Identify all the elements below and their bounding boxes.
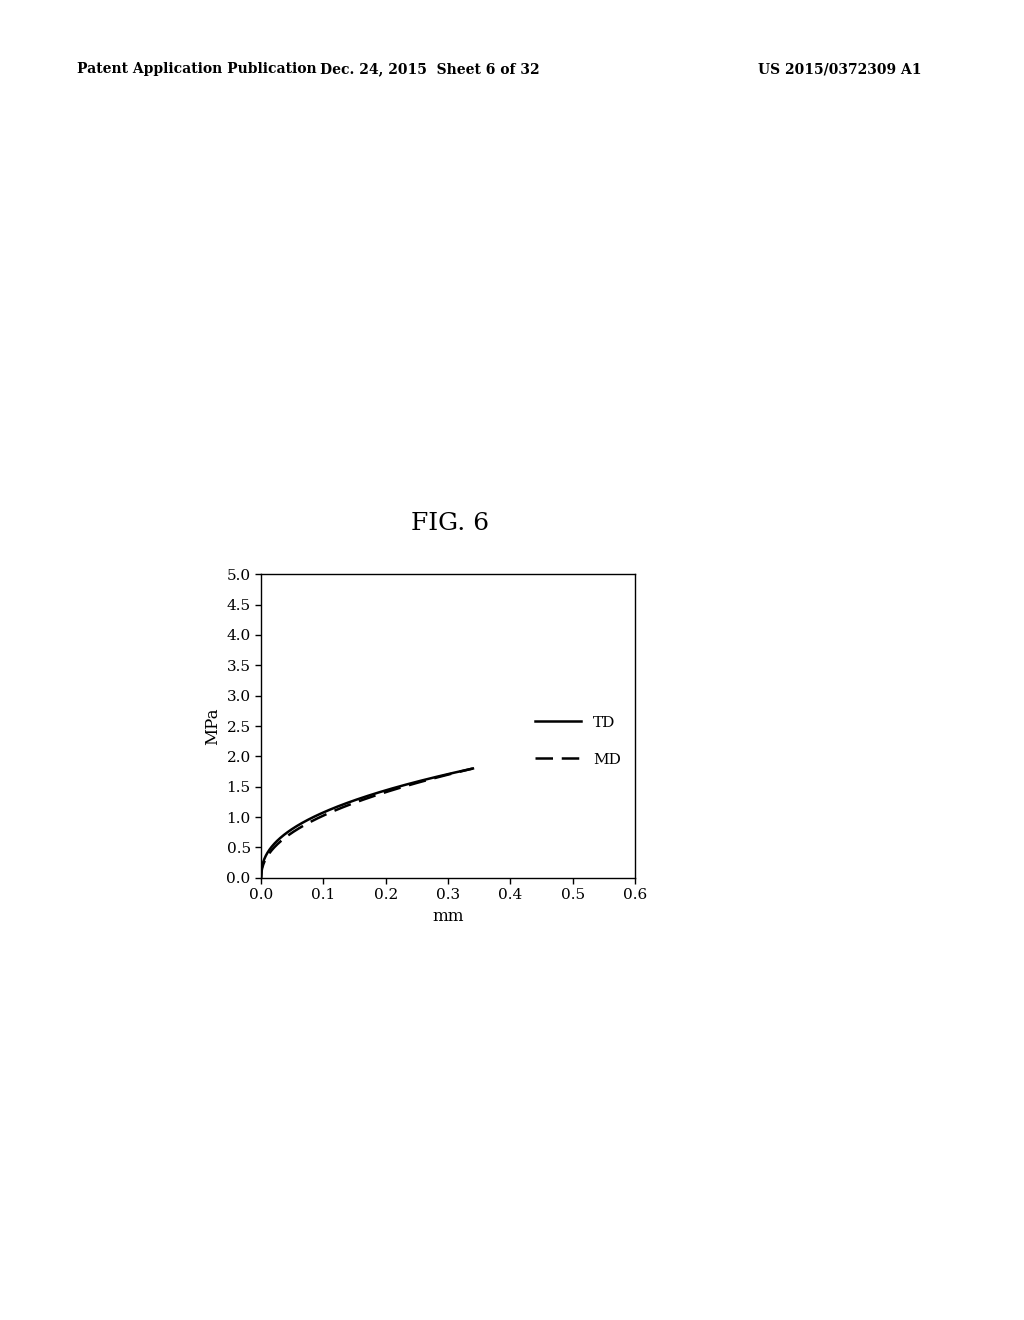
MD [281, 829, 293, 845]
TD [255, 870, 267, 886]
MD [409, 776, 421, 792]
Text: FIG. 6: FIG. 6 [412, 512, 489, 535]
X-axis label: mm: mm [432, 908, 464, 925]
TD [339, 796, 351, 812]
Legend: TD, MD: TD, MD [529, 710, 628, 772]
MD [388, 781, 400, 797]
Text: Dec. 24, 2015  Sheet 6 of 32: Dec. 24, 2015 Sheet 6 of 32 [321, 62, 540, 77]
TD [467, 760, 479, 776]
TD [388, 780, 400, 796]
TD [324, 801, 336, 817]
Line: TD: TD [261, 768, 473, 878]
Line: MD: MD [261, 768, 473, 878]
MD [467, 760, 479, 776]
MD [408, 776, 420, 792]
MD [339, 799, 351, 814]
Text: Patent Application Publication: Patent Application Publication [77, 62, 316, 77]
TD [281, 825, 293, 841]
Text: US 2015/0372309 A1: US 2015/0372309 A1 [758, 62, 922, 77]
MD [255, 870, 267, 886]
Y-axis label: MPa: MPa [204, 708, 221, 744]
TD [409, 775, 421, 791]
TD [408, 775, 420, 791]
MD [324, 805, 336, 821]
